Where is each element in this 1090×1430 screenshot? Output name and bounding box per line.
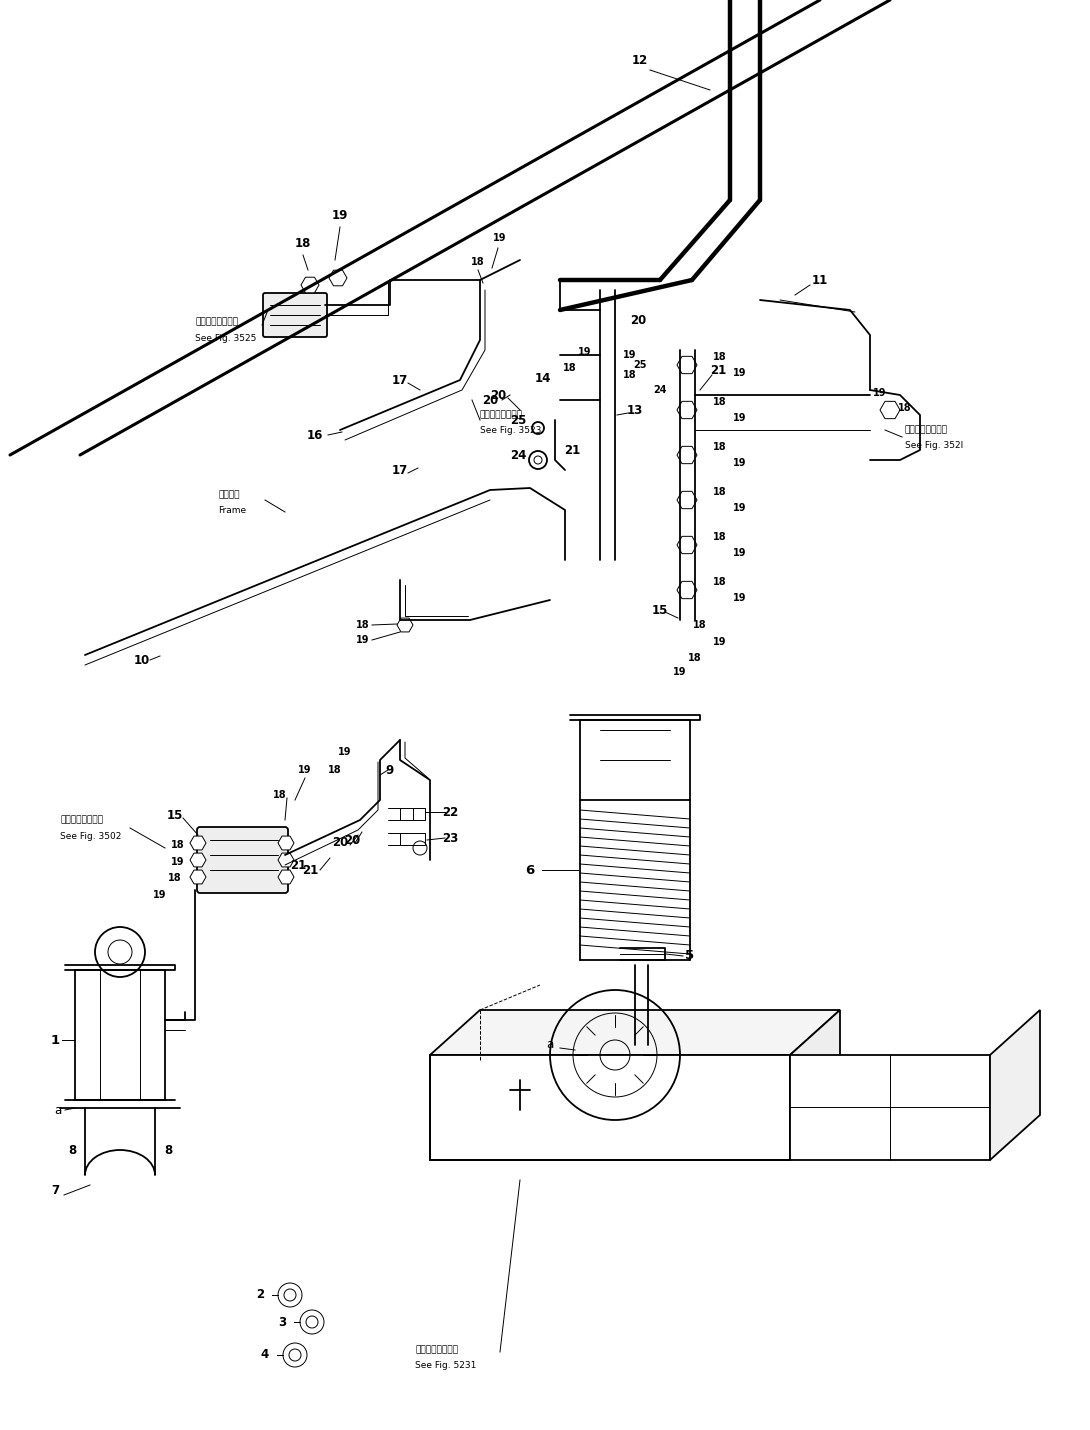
Text: 21: 21 [564, 443, 580, 456]
Text: 18: 18 [294, 236, 311, 249]
Text: 20: 20 [343, 834, 360, 847]
Text: 20: 20 [482, 393, 498, 406]
Text: 16: 16 [306, 429, 324, 442]
Text: フレーム: フレーム [218, 490, 240, 499]
Text: 15: 15 [652, 603, 668, 616]
Text: 18: 18 [356, 621, 370, 631]
Text: 18: 18 [713, 488, 727, 498]
Text: 6: 6 [525, 864, 534, 877]
Text: 18: 18 [713, 532, 727, 542]
Text: 19: 19 [734, 503, 747, 513]
Text: 19: 19 [171, 857, 184, 867]
Text: 7: 7 [51, 1184, 59, 1197]
Polygon shape [790, 1010, 840, 1160]
Text: 19: 19 [338, 746, 352, 756]
Text: 18: 18 [713, 398, 727, 408]
Text: See Fig. 352I: See Fig. 352I [905, 440, 964, 449]
Text: 19: 19 [734, 458, 747, 468]
Text: 13: 13 [627, 403, 643, 416]
Text: 20: 20 [630, 313, 646, 326]
Text: 18: 18 [713, 576, 727, 586]
Text: 5: 5 [686, 948, 694, 961]
Text: 19: 19 [623, 350, 637, 360]
Text: 25: 25 [510, 413, 526, 426]
Text: 19: 19 [713, 636, 727, 646]
Text: 第３５２５図参照: 第３５２５図参照 [195, 317, 238, 326]
Text: 18: 18 [898, 403, 912, 413]
Text: a: a [546, 1038, 554, 1051]
Text: 18: 18 [171, 839, 185, 849]
Text: 19: 19 [734, 548, 747, 558]
Text: 19: 19 [299, 765, 312, 775]
Text: 18: 18 [623, 370, 637, 380]
FancyBboxPatch shape [263, 293, 327, 337]
Text: a: a [54, 1104, 62, 1117]
Text: 15: 15 [167, 808, 183, 821]
Text: 23: 23 [441, 831, 458, 845]
Text: 19: 19 [734, 413, 747, 423]
Text: 24: 24 [653, 385, 667, 395]
Text: 19: 19 [674, 666, 687, 676]
Text: 第５２３１図参照: 第５２３１図参照 [415, 1346, 458, 1354]
Text: 21: 21 [710, 363, 726, 376]
Text: 19: 19 [579, 347, 592, 358]
Text: 19: 19 [734, 368, 747, 378]
Text: 19: 19 [494, 233, 507, 243]
Text: 18: 18 [688, 654, 702, 664]
Text: 21: 21 [290, 858, 306, 871]
Text: 1: 1 [50, 1034, 60, 1047]
Text: 19: 19 [873, 388, 887, 398]
Text: 20: 20 [331, 835, 348, 848]
Text: 第３６０２図参照: 第３６０２図参照 [60, 815, 102, 825]
Text: 8: 8 [68, 1144, 76, 1157]
Polygon shape [990, 1010, 1040, 1160]
Text: 2: 2 [256, 1288, 264, 1301]
Text: 18: 18 [693, 621, 706, 631]
Polygon shape [429, 1010, 840, 1055]
Text: See Fig. 5231: See Fig. 5231 [415, 1361, 476, 1370]
Text: 18: 18 [713, 352, 727, 362]
Text: See Fig. 3525: See Fig. 3525 [195, 333, 256, 343]
Text: 24: 24 [510, 449, 526, 462]
Text: 14: 14 [535, 372, 552, 385]
Text: 3: 3 [278, 1316, 286, 1328]
Polygon shape [790, 1055, 990, 1160]
Text: 22: 22 [441, 805, 458, 818]
Text: 9: 9 [386, 764, 395, 776]
Text: 19: 19 [331, 209, 348, 222]
Text: 19: 19 [154, 889, 167, 899]
Text: 17: 17 [392, 373, 408, 386]
Text: 18: 18 [168, 872, 182, 882]
Polygon shape [429, 1055, 790, 1160]
Text: 第３５２３図参照: 第３５２３図参照 [480, 410, 523, 419]
Text: 8: 8 [164, 1144, 172, 1157]
Text: 21: 21 [302, 864, 318, 877]
Text: See Fig. 3502: See Fig. 3502 [60, 831, 121, 841]
Text: 第３５２１図参照: 第３５２１図参照 [905, 426, 948, 435]
Text: 12: 12 [632, 53, 649, 67]
Text: 18: 18 [274, 789, 287, 799]
Text: 17: 17 [392, 463, 408, 476]
Text: 18: 18 [471, 257, 485, 267]
Text: 25: 25 [633, 360, 646, 370]
Text: 19: 19 [734, 593, 747, 603]
Text: Frame: Frame [218, 505, 246, 515]
Text: 18: 18 [713, 442, 727, 452]
Text: 11: 11 [812, 273, 828, 286]
FancyBboxPatch shape [197, 827, 288, 892]
Text: See Fig. 3523: See Fig. 3523 [480, 426, 542, 435]
Text: 20: 20 [489, 389, 506, 402]
Text: 10: 10 [134, 654, 150, 666]
Text: 19: 19 [356, 635, 370, 645]
Text: 4: 4 [261, 1348, 269, 1361]
Text: 18: 18 [328, 765, 342, 775]
Text: 18: 18 [564, 363, 577, 373]
